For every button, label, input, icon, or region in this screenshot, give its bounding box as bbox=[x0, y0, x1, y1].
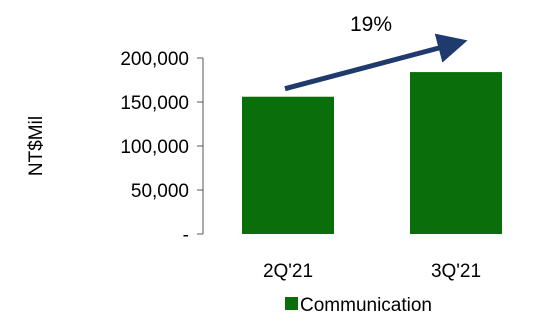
legend-swatch-communication bbox=[285, 297, 298, 310]
y-axis-title: NT$Mil bbox=[26, 116, 47, 176]
growth-percentage-label: 19% bbox=[350, 13, 392, 36]
x-tick-labels: 2Q'21 3Q'21 bbox=[263, 261, 481, 282]
y-tick-label: 50,000 bbox=[131, 181, 189, 202]
y-tick-label: - bbox=[183, 225, 189, 246]
bar-3q21 bbox=[410, 72, 502, 234]
x-tick-label: 3Q'21 bbox=[431, 261, 481, 282]
legend-label-communication: Communication bbox=[300, 295, 432, 316]
growth-arrow bbox=[284, 33, 468, 92]
legend: Communication bbox=[285, 295, 432, 316]
y-tick-label: 150,000 bbox=[120, 93, 189, 114]
x-tick-label: 2Q'21 bbox=[263, 261, 313, 282]
y-tick-label: 100,000 bbox=[120, 137, 189, 158]
bars bbox=[242, 72, 502, 234]
y-tick-label: 200,000 bbox=[120, 49, 189, 70]
y-tick-labels: - 50,000 100,000 150,000 200,000 bbox=[120, 49, 203, 246]
bar-2q21 bbox=[242, 96, 334, 234]
